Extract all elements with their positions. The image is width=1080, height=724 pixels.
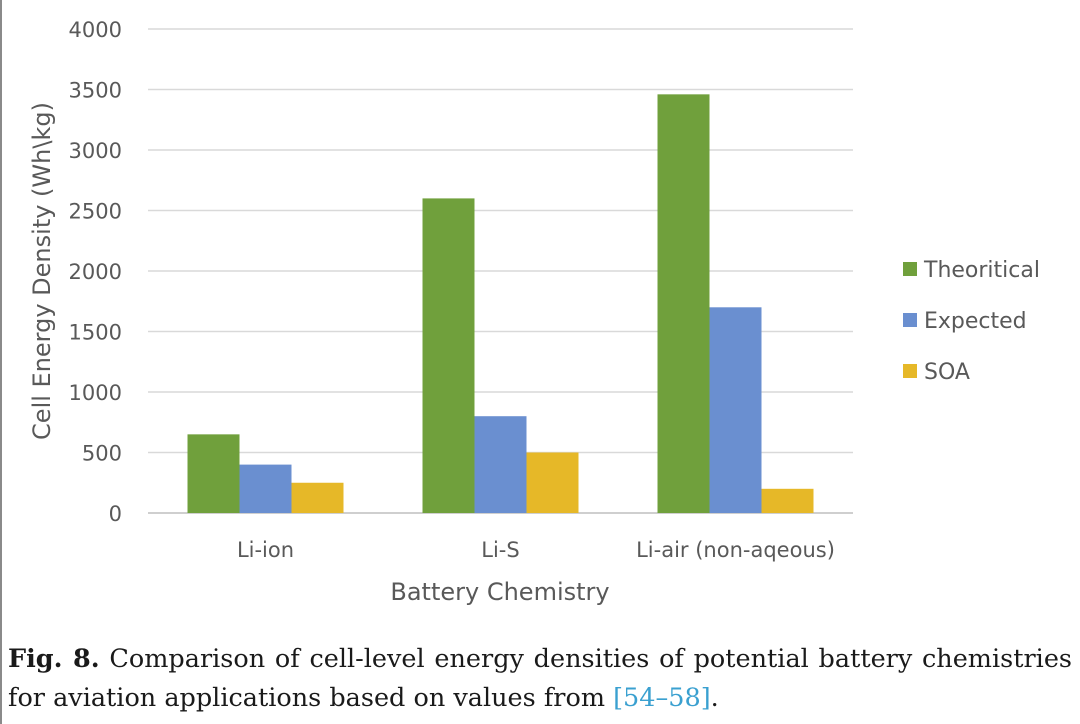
figure-caption: Fig. 8. Comparison of cell-level energy … [8,640,1072,718]
y-tick-label: 4000 [69,18,122,42]
bars [187,94,814,513]
legend-swatch [903,262,917,276]
y-tick-label: 2000 [69,260,122,284]
x-tick-label: Li-ion [237,538,294,562]
legend-swatch [903,364,917,378]
bar-soa [761,488,814,513]
caption-end: . [710,683,719,713]
gridlines [148,28,853,514]
bar-expected [474,416,527,513]
y-tick-label: 1500 [69,321,122,345]
bar-soa [291,482,344,513]
y-axis-title: Cell Energy Density (Wh\kg) [28,102,56,440]
bar-expected [239,464,292,513]
x-tick-label: Li-S [481,538,519,562]
bar-theoritical [657,94,710,513]
bar-theoritical [422,198,475,513]
legend-label: Expected [924,309,1027,334]
x-axis-title: Battery Chemistry [390,578,609,606]
x-axis-ticks: Li-ion Li-S Li-air (non-aqeous) [237,538,835,562]
y-tick-label: 3500 [69,79,122,103]
legend-label: Theoritical [923,258,1040,283]
y-tick-label: 0 [109,502,122,526]
y-axis-ticks: 0 500 1000 1500 2000 2500 3000 3500 4000 [69,18,122,526]
bar-expected [709,307,762,513]
bar-soa [526,452,579,513]
reference-link[interactable]: [54–58] [613,683,711,713]
legend-label: SOA [924,360,970,385]
figure-number: Fig. 8. [8,644,100,674]
legend-swatch [903,313,917,327]
y-tick-label: 500 [82,442,122,466]
caption-text: Comparison of cell-level energy densitie… [8,644,1072,713]
y-tick-label: 2500 [69,200,122,224]
y-tick-label: 3000 [69,139,122,163]
bar-theoritical [187,434,240,513]
x-tick-label: Li-air (non-aqeous) [636,538,835,562]
legend: Theoritical Expected SOA [903,258,1040,385]
y-tick-label: 1000 [69,381,122,405]
